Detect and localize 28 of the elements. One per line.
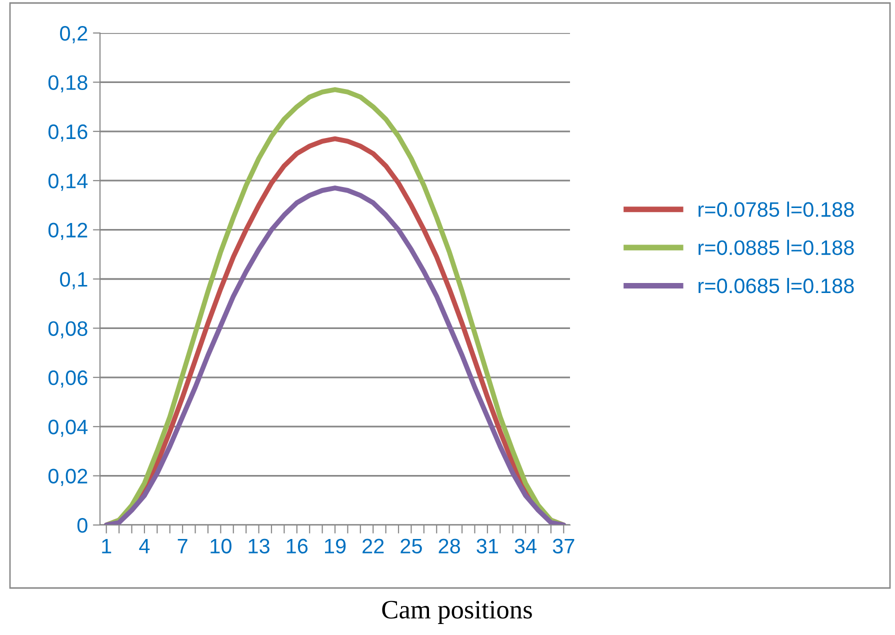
x-tick-label: 10: [210, 538, 232, 554]
x-tick-label: 16: [286, 538, 308, 554]
y-tick-label: 0,2: [60, 26, 88, 44]
x-tick-label: 28: [438, 538, 460, 554]
x-tick-label: 37: [552, 538, 574, 554]
y-tick-label: 0,02: [48, 468, 88, 486]
y-tick-label: 0: [77, 518, 88, 533]
legend-label: r=0.0785 l=0.188: [698, 202, 854, 217]
y-tick-label: 0,04: [48, 420, 88, 437]
y-tick-label: 0,18: [48, 75, 88, 92]
x-tick-label: 25: [400, 538, 422, 554]
x-axis-title: Cam positions: [382, 600, 532, 624]
y-tick-label: 0,08: [48, 321, 88, 338]
x-tick-label: 1: [102, 538, 112, 554]
legend-label: r=0.0685 l=0.188: [698, 278, 854, 294]
x-tick-label: 7: [178, 538, 188, 554]
y-tick-label: 0,1: [60, 272, 88, 290]
y-tick-label: 0,16: [48, 124, 88, 142]
y-tick-label: 0,06: [48, 370, 88, 388]
x-tick-label: 31: [476, 538, 498, 554]
y-tick-label: 0,14: [48, 174, 88, 191]
y-tick-label: 0,12: [48, 222, 88, 240]
x-tick-label: 4: [139, 538, 150, 554]
x-tick-label: 19: [325, 538, 346, 554]
x-tick-label: 34: [514, 538, 537, 554]
legend-label: r=0.0885 l=0.188: [698, 240, 854, 256]
x-tick-label: 22: [362, 538, 384, 554]
x-tick-label: 13: [248, 538, 270, 554]
